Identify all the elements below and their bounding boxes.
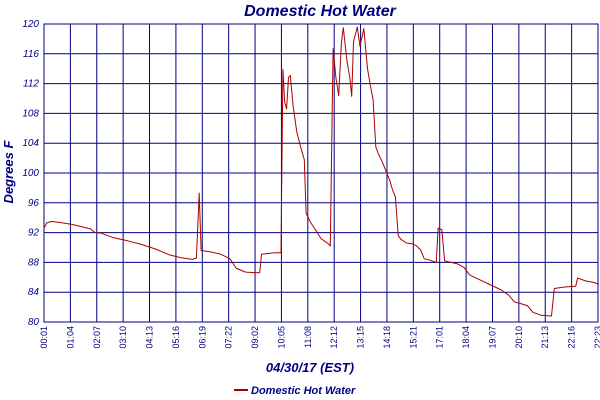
y-tick-label: 84 (28, 287, 40, 298)
x-tick-label: 07:22 (224, 326, 234, 349)
x-tick-label: 10:05 (276, 326, 286, 349)
y-tick-label: 96 (28, 198, 40, 209)
y-tick-label: 100 (22, 168, 39, 179)
x-tick-label: 05:16 (171, 326, 181, 349)
y-tick-label: 104 (22, 138, 39, 149)
legend-label: Domestic Hot Water (251, 385, 356, 397)
y-tick-label: 116 (23, 49, 39, 60)
x-tick-label: 12:12 (329, 326, 339, 349)
y-axis-title: Degrees F (1, 140, 16, 204)
x-tick-label: 00:01 (39, 326, 49, 349)
legend: Domestic Hot Water (234, 385, 356, 397)
x-tick-label: 04:13 (145, 326, 155, 349)
x-tick-label: 03:10 (118, 326, 128, 349)
x-tick-label: 19:07 (487, 326, 497, 349)
x-tick-label: 06:19 (197, 326, 207, 349)
x-axis-ticks: 00:01 01:04 02:07 03:10 04:13 05:16 06:19 07:22… (39, 326, 600, 349)
x-tick-label: 09:02 (250, 326, 260, 349)
x-tick-label: 21:13 (540, 326, 550, 349)
y-tick-label: 120 (22, 19, 39, 30)
x-tick-label: 22:23 (593, 326, 600, 349)
x-tick-label: 11:08 (303, 326, 313, 348)
y-axis-ticks: 80 84 88 92 96 100 104 108 112 116 120 (22, 19, 39, 328)
x-tick-label: 14:18 (382, 326, 392, 349)
x-tick-label: 18:04 (461, 326, 471, 349)
x-tick-label: 15:21 (408, 326, 418, 349)
chart-title: Domestic Hot Water (244, 3, 397, 20)
grid-lines (43, 23, 599, 323)
series-line-0 (43, 26, 599, 317)
x-tick-label: 02:07 (92, 326, 102, 349)
x-tick-label: 01:04 (65, 326, 75, 349)
series-lines (43, 26, 599, 317)
x-tick-label: 22:16 (567, 326, 577, 349)
y-tick-label: 112 (23, 79, 39, 90)
y-tick-label: 108 (22, 108, 39, 119)
x-axis-title: 04/30/17 (EST) (266, 360, 354, 375)
x-tick-label: 20:10 (514, 326, 524, 349)
x-tick-label: 13:15 (356, 326, 366, 349)
y-tick-label: 92 (28, 228, 40, 239)
x-tick-label: 17:01 (435, 326, 445, 349)
y-tick-label: 88 (28, 257, 40, 268)
y-tick-label: 80 (28, 317, 40, 328)
plot-frame (43, 23, 599, 323)
